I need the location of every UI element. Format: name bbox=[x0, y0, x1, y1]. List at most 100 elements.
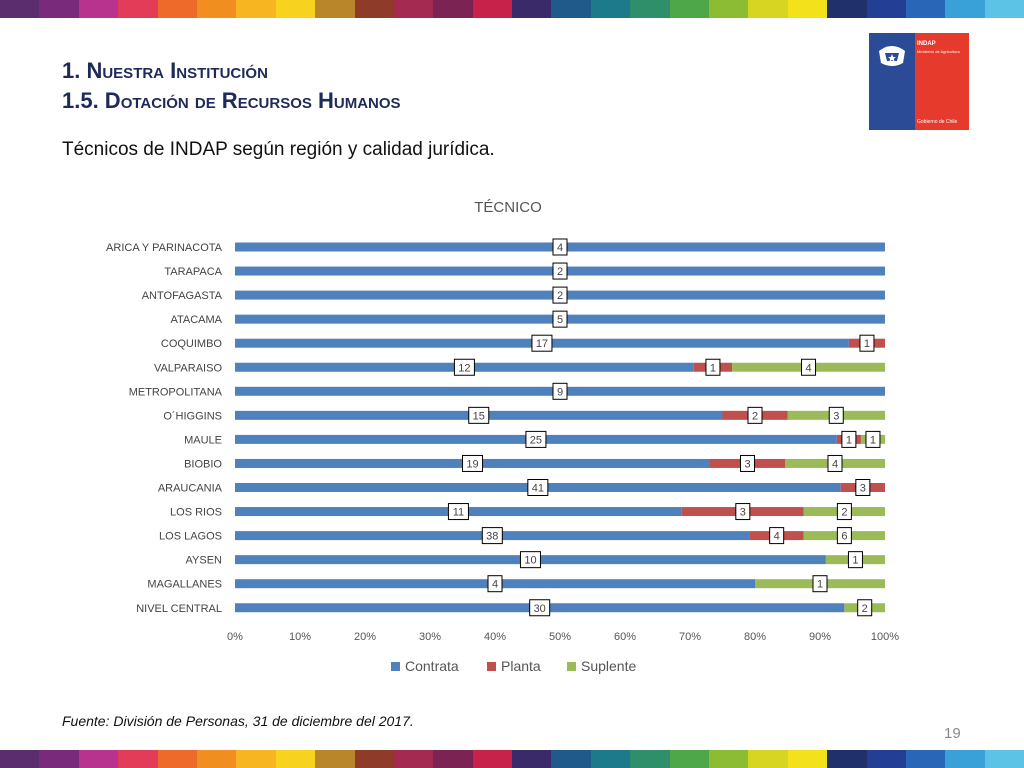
stripe-segment bbox=[551, 750, 591, 768]
data-label-box bbox=[468, 406, 490, 424]
data-label: 3 bbox=[740, 507, 746, 519]
stripe-segment bbox=[866, 750, 906, 768]
x-tick-label: 0% bbox=[227, 631, 243, 643]
bottom-color-stripe bbox=[0, 750, 1024, 768]
stripe-segment bbox=[393, 750, 434, 768]
stripe-segment bbox=[984, 750, 1024, 768]
stripe-segment bbox=[590, 750, 631, 768]
slide-subtitle: Técnicos de INDAP según región y calidad… bbox=[62, 139, 495, 160]
stripe-segment bbox=[196, 750, 237, 768]
data-label-box bbox=[453, 358, 475, 376]
data-label: 3 bbox=[744, 458, 750, 470]
stripe-segment bbox=[984, 0, 1024, 18]
stripe-segment bbox=[354, 0, 394, 18]
data-label: 11 bbox=[453, 507, 464, 519]
source-note: Fuente: División de Personas, 31 de dici… bbox=[62, 713, 414, 729]
category-label: ATACAMA bbox=[170, 314, 222, 326]
stripe-segment bbox=[315, 750, 355, 768]
stripe-segment bbox=[472, 0, 513, 18]
category-label: METROPOLITANA bbox=[129, 386, 223, 398]
data-label-box bbox=[735, 503, 751, 521]
data-label: 6 bbox=[841, 531, 847, 543]
data-label-box bbox=[529, 599, 551, 617]
data-label-box bbox=[801, 358, 817, 376]
heading-line-2: 1.5. Dotación de Recursos Humanos bbox=[62, 88, 401, 113]
x-tick-label: 50% bbox=[549, 631, 571, 643]
legend-swatch-contrata bbox=[391, 662, 400, 671]
data-label-box bbox=[525, 430, 547, 448]
data-label: 2 bbox=[752, 410, 758, 422]
stripe-segment bbox=[157, 0, 197, 18]
stripe-segment bbox=[590, 0, 631, 18]
stripe-segment bbox=[748, 0, 788, 18]
data-label: 15 bbox=[473, 410, 485, 422]
data-label-box bbox=[828, 406, 844, 424]
data-label: 1 bbox=[846, 434, 852, 446]
logo-ministry: Ministerio de Agricultura bbox=[917, 49, 960, 54]
stripe-segment bbox=[669, 750, 710, 768]
data-label-box bbox=[747, 406, 763, 424]
data-label-box bbox=[519, 551, 541, 569]
legend-label: Contrata bbox=[405, 658, 459, 674]
data-label-box bbox=[841, 430, 857, 448]
stripe-segment bbox=[157, 750, 197, 768]
stripe-segment bbox=[196, 0, 237, 18]
data-label-box bbox=[705, 358, 721, 376]
logo-government: Gobierno de Chile bbox=[917, 119, 958, 125]
category-label: ARAUCANIA bbox=[158, 483, 223, 495]
data-label: 1 bbox=[852, 555, 858, 567]
legend-label: Suplente bbox=[581, 658, 636, 674]
x-tick-label: 100% bbox=[871, 631, 899, 643]
data-label-box bbox=[812, 575, 828, 593]
stripe-segment bbox=[118, 0, 158, 18]
data-label-box bbox=[481, 527, 503, 545]
stripe-segment bbox=[393, 0, 434, 18]
legend-label: Planta bbox=[501, 658, 541, 674]
technicians-stacked-bar-chart: TÉCNICO 0% 10% 20% 30% 40% 50% 60% 70% 80% 90% 100%… bbox=[106, 199, 899, 674]
category-label: COQUIMBO bbox=[161, 338, 223, 350]
data-label: 4 bbox=[492, 579, 498, 591]
category-label: LOS LAGOS bbox=[159, 531, 222, 543]
category-label: MAULE bbox=[184, 434, 222, 446]
data-label-box bbox=[487, 575, 503, 593]
data-label: 25 bbox=[530, 434, 542, 446]
page-number: 19 bbox=[944, 725, 961, 742]
category-label: NIVEL CENTRAL bbox=[136, 603, 222, 615]
stripe-segment bbox=[275, 0, 316, 18]
legend-swatch-planta bbox=[487, 662, 496, 671]
legend-swatch-suplente bbox=[567, 662, 576, 671]
x-tick-label: 70% bbox=[679, 631, 701, 643]
data-label-box bbox=[859, 334, 875, 352]
stripe-segment bbox=[905, 750, 946, 768]
category-label: VALPARAISO bbox=[154, 362, 223, 374]
data-label: 2 bbox=[557, 290, 563, 302]
stripe-segment bbox=[275, 750, 316, 768]
category-label: ANTOFAGASTA bbox=[142, 290, 223, 302]
data-label: 19 bbox=[466, 458, 478, 470]
data-label: 17 bbox=[536, 338, 548, 350]
stripe-segment bbox=[118, 750, 158, 768]
data-label: 2 bbox=[557, 266, 563, 278]
stripe-segment bbox=[472, 750, 513, 768]
x-tick-label: 20% bbox=[354, 631, 376, 643]
heading-line-1: 1. Nuestra Institución bbox=[62, 58, 268, 83]
indap-logo: INDAP Ministerio de Agricultura Gobierno… bbox=[869, 33, 969, 130]
data-label: 3 bbox=[860, 483, 866, 495]
stripe-segment bbox=[669, 0, 710, 18]
data-label: 4 bbox=[832, 458, 838, 470]
stripe-segment bbox=[787, 0, 828, 18]
data-label-box bbox=[552, 382, 568, 400]
data-label: 4 bbox=[805, 362, 811, 374]
top-color-stripe bbox=[0, 0, 1024, 18]
stripe-segment bbox=[787, 750, 828, 768]
data-label-box bbox=[827, 454, 843, 472]
data-label-box bbox=[552, 286, 568, 304]
stripe-segment bbox=[551, 0, 591, 18]
data-label-box bbox=[552, 310, 568, 328]
data-label-box bbox=[552, 262, 568, 280]
x-tick-label: 40% bbox=[484, 631, 506, 643]
data-label-box bbox=[447, 503, 469, 521]
category-label: AYSEN bbox=[186, 555, 223, 567]
stripe-segment bbox=[0, 750, 40, 768]
logo-org-name: INDAP bbox=[917, 41, 936, 47]
